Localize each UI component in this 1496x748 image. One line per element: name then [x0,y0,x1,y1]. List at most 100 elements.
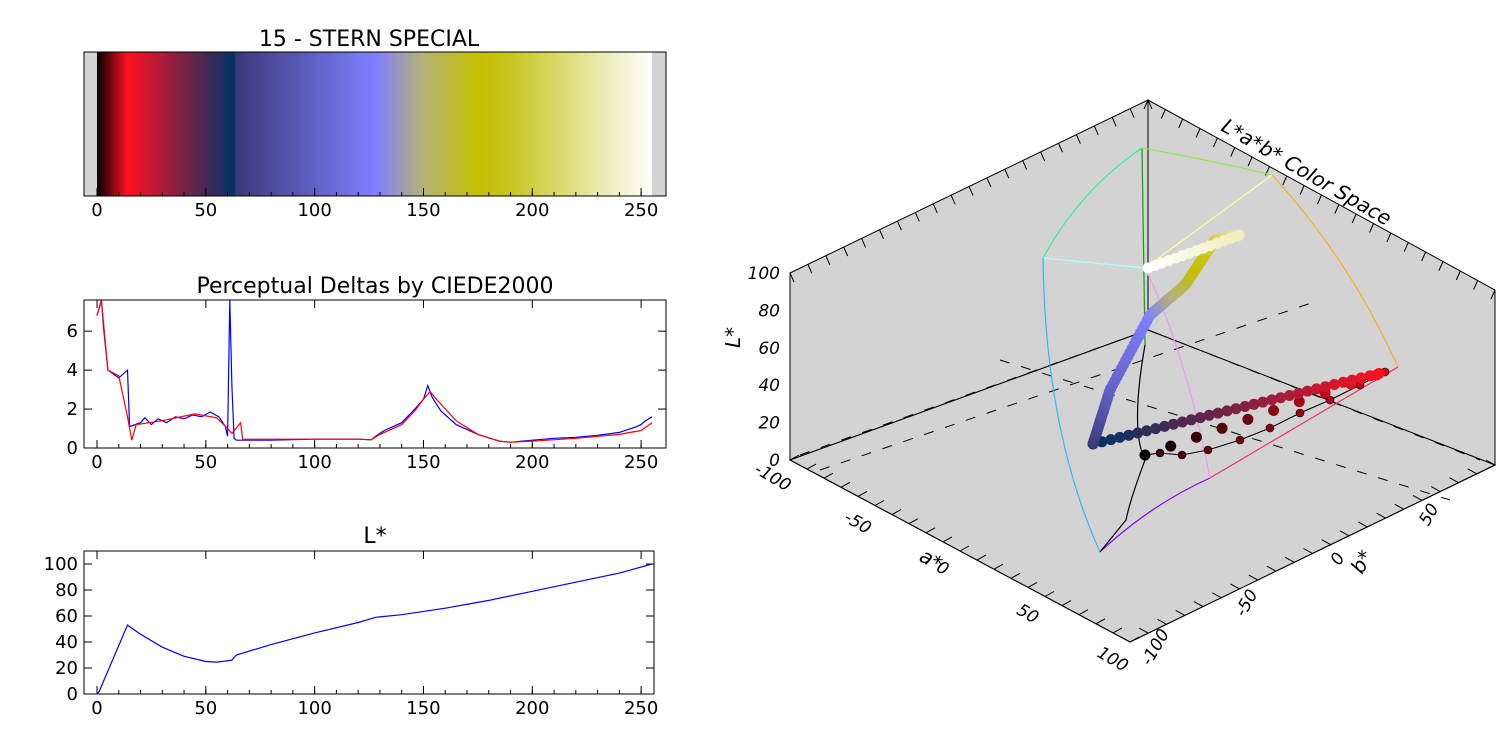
lab-tick [1040,151,1046,162]
lab-tick [1078,609,1089,616]
lab-tick [1143,99,1149,110]
lab-tick [1321,539,1331,546]
lab-tick [1412,494,1423,501]
lab-tick [914,212,920,222]
lab-tick [986,177,992,188]
lab-tick [789,272,795,283]
x-tick-label: 0 [91,452,102,473]
lab-tick [1467,468,1477,475]
series-line-1 [96,299,653,443]
y-tick-label: 0 [67,684,78,705]
lab-tick [1376,512,1386,519]
lab-trajectory-point [1221,405,1233,417]
lab-tick [1317,194,1322,205]
lab-trajectory-point [1141,425,1153,437]
y-tick-label: 60 [55,606,78,627]
x-tick-label: 100 [297,200,331,221]
lab-tick-marks [789,99,1496,643]
lab-tick [968,186,974,196]
series-line-0 [96,563,653,695]
lab-ylabel: b* [1346,546,1378,578]
lab-L-tick-label: 40 [758,376,780,396]
lab-tick [1111,117,1117,127]
lab-trajectory-point [1242,413,1254,425]
lab-trajectory-point [1230,403,1242,415]
lab-tick [1282,175,1288,186]
lab-a-tick-label: 50 [1013,600,1042,628]
lab-tick [1369,223,1375,233]
colorbar-title: 15 - STERN SPECIAL [259,27,480,52]
lab-tick [861,238,867,248]
lab-tick [1358,521,1368,528]
lab-trajectory-point [1373,368,1385,379]
y-tick-label: 100 [44,554,78,575]
lab-trajectory-point [1159,420,1170,432]
y-tick-label: 20 [55,658,78,679]
y-tick-label: 40 [55,632,78,653]
lab-tick [1193,601,1204,608]
lab-tick [1438,261,1444,271]
lab-tick [908,518,919,525]
lab-gamut-outline [1042,147,1399,553]
lab-trajectory-point [1165,440,1177,452]
lab-L-tick-label: 100 [748,264,780,284]
lab-tick [1303,548,1313,554]
lab-tick [942,536,953,543]
lab-tick [959,545,970,552]
x-tick-label: 200 [515,698,549,719]
x-tick-label: 200 [515,200,549,221]
gamut-line-cyan-white [1042,257,1146,269]
x-tick-label: 250 [624,200,658,221]
lab-tick [896,220,902,231]
lab-lower-point [1203,445,1213,455]
gamut-line-white-magenta [1144,267,1211,479]
lab-trajectory-point [1167,418,1179,430]
lstar-title: L* [363,524,386,549]
deltas-series [96,299,653,443]
lab-a-tick-label: 100 [1093,643,1131,677]
lab-trajectory-point [1337,376,1349,388]
lab-colormap-trajectory [1087,229,1390,461]
lab-tick [1010,572,1021,579]
lab-tick [1299,185,1305,195]
lab-tick [891,509,902,516]
lab-tick [1095,618,1106,625]
x-tick-label: 200 [515,452,549,473]
lab-b-tick-label: -50 [1231,586,1262,620]
lab-tick [932,203,938,214]
lab-tick [950,194,956,205]
deltas-panel: Perceptual Deltas by CIEDE2000 0 50 100 150… [67,274,667,473]
x-tick-label: 250 [624,698,658,719]
series-line-0 [96,299,653,443]
lab-trajectory-point [1194,412,1206,424]
lab-trajectory-point [1257,396,1269,408]
lab-tick [807,264,813,274]
lab-lower-point [1155,448,1165,458]
lab-tick [1061,600,1072,607]
lab-tick [1004,168,1010,179]
lab-tick [1386,232,1392,243]
lab-tick [1212,137,1218,148]
lab-tick [993,563,1004,570]
lab-tick [1230,583,1240,590]
lab-tick [1022,160,1028,170]
gamut-line-cyan-blue [1042,257,1101,553]
lab-tick [1147,99,1153,110]
lab-tick [1120,636,1131,643]
lab-L-tick-label: 60 [758,339,780,359]
lab-tick [976,554,987,561]
lab-trajectory-point [1142,262,1154,274]
lab-tick [789,454,800,461]
lab-tick [1160,109,1166,119]
lab-trajectory-point [1150,423,1162,435]
lab-tick [806,463,817,470]
lab-tick [1449,477,1459,484]
lab-tick [1431,486,1441,492]
lab-tick [1112,627,1123,634]
x-tick-label: 50 [194,200,217,221]
lab-tick [1490,289,1496,300]
gamut-line-green-vertical [1141,147,1146,346]
lab-trajectory-point [1114,431,1126,443]
lstar-series [96,563,653,695]
